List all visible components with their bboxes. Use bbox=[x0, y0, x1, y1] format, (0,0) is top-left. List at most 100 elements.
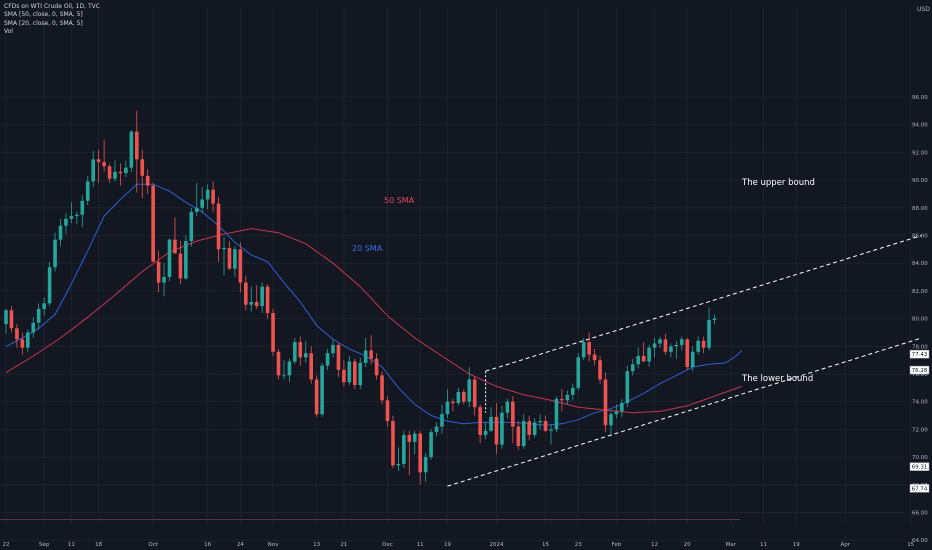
candle-body[interactable] bbox=[314, 379, 319, 415]
candle-body[interactable] bbox=[102, 162, 106, 167]
candle-body[interactable] bbox=[118, 171, 123, 174]
channel-upper-line[interactable] bbox=[485, 234, 922, 372]
candle-body[interactable] bbox=[53, 239, 57, 268]
candle-body[interactable] bbox=[293, 342, 297, 362]
candle-body[interactable] bbox=[587, 342, 591, 355]
candle-body[interactable] bbox=[696, 340, 700, 352]
candle-body[interactable] bbox=[598, 360, 602, 380]
candle-body[interactable] bbox=[690, 351, 695, 368]
candle-body[interactable] bbox=[233, 249, 237, 269]
candle-body[interactable] bbox=[434, 426, 439, 433]
candle-body[interactable] bbox=[647, 347, 651, 362]
candle-body[interactable] bbox=[15, 328, 19, 340]
candle-body[interactable] bbox=[173, 239, 177, 254]
sma50-line[interactable] bbox=[5, 228, 742, 414]
candle-body[interactable] bbox=[36, 308, 41, 323]
candle-body[interactable] bbox=[402, 434, 406, 464]
candle-body[interactable] bbox=[505, 401, 510, 413]
candle-body[interactable] bbox=[303, 353, 308, 358]
candle-body[interactable] bbox=[636, 355, 640, 365]
candle-body[interactable] bbox=[560, 398, 564, 401]
candle-body[interactable] bbox=[478, 407, 482, 435]
candle-body[interactable] bbox=[462, 391, 466, 402]
sma20-line[interactable] bbox=[5, 183, 743, 426]
candle-body[interactable] bbox=[620, 403, 624, 412]
candle-body[interactable] bbox=[630, 364, 635, 372]
legend-volume[interactable]: Vol bbox=[4, 28, 13, 36]
candle-body[interactable] bbox=[516, 426, 521, 446]
candle-body[interactable] bbox=[9, 310, 14, 329]
candle-body[interactable] bbox=[440, 414, 444, 427]
candle-body[interactable] bbox=[107, 166, 112, 179]
candle-body[interactable] bbox=[42, 303, 46, 309]
candle-body[interactable] bbox=[500, 412, 504, 445]
candle-body[interactable] bbox=[205, 189, 210, 200]
candle-body[interactable] bbox=[603, 379, 608, 426]
candle-body[interactable] bbox=[320, 365, 324, 415]
candle-body[interactable] bbox=[592, 354, 597, 361]
candle-body[interactable] bbox=[663, 339, 668, 352]
candle-body[interactable] bbox=[701, 340, 706, 348]
candle-body[interactable] bbox=[238, 249, 243, 283]
candle-body[interactable] bbox=[363, 350, 368, 363]
candle-body[interactable] bbox=[538, 421, 542, 423]
candle-body[interactable] bbox=[391, 421, 395, 466]
candle-body[interactable] bbox=[423, 457, 428, 473]
candle-body[interactable] bbox=[712, 318, 717, 320]
candle-body[interactable] bbox=[511, 401, 515, 427]
candle-body[interactable] bbox=[260, 286, 264, 307]
candle-body[interactable] bbox=[652, 343, 657, 348]
candle-body[interactable] bbox=[483, 430, 488, 435]
candle-body[interactable] bbox=[113, 171, 117, 179]
candle-body[interactable] bbox=[178, 253, 183, 279]
candle-body[interactable] bbox=[31, 322, 36, 333]
candle-body[interactable] bbox=[418, 433, 422, 473]
candle-body[interactable] bbox=[380, 375, 384, 401]
candle-body[interactable] bbox=[342, 369, 346, 383]
candle-body[interactable] bbox=[69, 216, 74, 219]
candle-body[interactable] bbox=[325, 353, 330, 366]
candle-body[interactable] bbox=[140, 159, 145, 176]
candle-body[interactable] bbox=[80, 200, 85, 215]
candle-body[interactable] bbox=[369, 350, 373, 359]
candle-body[interactable] bbox=[91, 159, 95, 182]
candle-body[interactable] bbox=[412, 433, 417, 442]
candle-body[interactable] bbox=[532, 422, 537, 435]
candle-body[interactable] bbox=[565, 394, 570, 401]
candle-body[interactable] bbox=[581, 342, 586, 358]
candle-body[interactable] bbox=[549, 429, 553, 431]
candle-body[interactable] bbox=[680, 339, 684, 345]
candle-body[interactable] bbox=[276, 351, 281, 376]
candle-body[interactable] bbox=[211, 189, 215, 204]
candle-body[interactable] bbox=[124, 167, 128, 174]
candle-body[interactable] bbox=[685, 339, 690, 368]
candle-body[interactable] bbox=[75, 214, 79, 217]
candle-body[interactable] bbox=[353, 361, 357, 386]
candle-body[interactable] bbox=[467, 379, 472, 402]
candle-body[interactable] bbox=[614, 411, 619, 415]
candle-body[interactable] bbox=[571, 387, 575, 395]
candle-body[interactable] bbox=[96, 159, 101, 163]
legend-symbol[interactable]: CFDs on WTI Crude Oil, 1D, TVC bbox=[4, 3, 100, 10]
candle-body[interactable] bbox=[309, 353, 313, 380]
candle-body[interactable] bbox=[265, 286, 270, 314]
candle-body[interactable] bbox=[167, 239, 172, 278]
legend-sma20[interactable]: SMA [20, close, 0, SMA, 5] bbox=[4, 19, 83, 27]
candle-body[interactable] bbox=[4, 310, 8, 325]
candle-body[interactable] bbox=[609, 414, 613, 426]
candle-body[interactable] bbox=[527, 421, 531, 435]
candle-body[interactable] bbox=[456, 391, 461, 404]
candle-body[interactable] bbox=[445, 401, 450, 415]
candle-body[interactable] bbox=[669, 346, 673, 352]
candle-body[interactable] bbox=[151, 185, 155, 262]
candle-body[interactable] bbox=[227, 247, 232, 269]
candle-body[interactable] bbox=[521, 421, 526, 446]
candle-body[interactable] bbox=[554, 398, 559, 430]
candle-body[interactable] bbox=[162, 277, 166, 283]
candle-body[interactable] bbox=[47, 267, 52, 304]
candle-body[interactable] bbox=[184, 241, 188, 279]
candle-body[interactable] bbox=[271, 313, 275, 352]
candle-body[interactable] bbox=[358, 362, 363, 386]
candle-body[interactable] bbox=[64, 218, 68, 226]
